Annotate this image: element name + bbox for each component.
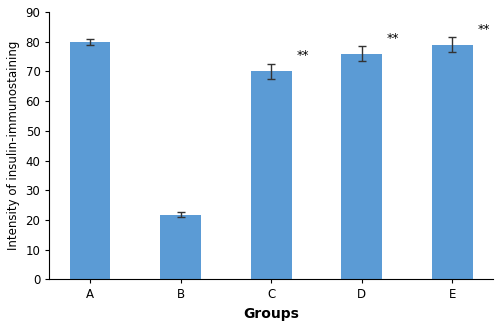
- Bar: [70, 42, 110, 279]
- Y-axis label: Intensity of insulin-immunostaining: Intensity of insulin-immunostaining: [7, 41, 20, 250]
- Bar: [342, 53, 382, 279]
- Text: **: **: [478, 23, 490, 36]
- Text: **: **: [387, 31, 400, 45]
- Bar: [432, 45, 473, 279]
- Text: **: **: [296, 50, 308, 62]
- Bar: [160, 215, 201, 279]
- Bar: [251, 72, 292, 279]
- X-axis label: Groups: Groups: [244, 307, 299, 321]
